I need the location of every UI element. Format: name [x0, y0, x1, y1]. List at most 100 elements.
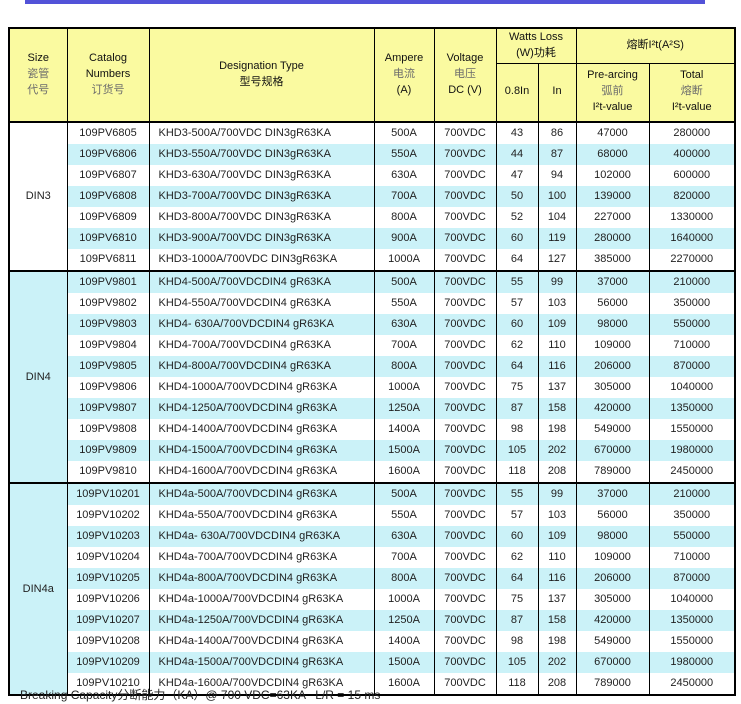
watts-08in-cell: 64 — [495, 248, 539, 271]
designation-cell: KHD4-1000A/700VDCDIN4 gR63KA — [148, 376, 375, 398]
catalog-cell: 109PV9804 — [66, 334, 150, 356]
i2t-title: 熔断I²t(A²S) — [626, 38, 684, 51]
ampere-cell: 550A — [373, 143, 435, 165]
ampere-cell: 1600A — [373, 672, 435, 695]
watts-08in-cell: 105 — [495, 651, 539, 673]
watts-08in-cell: 62 — [495, 334, 539, 356]
catalog-cell: 109PV9805 — [66, 355, 150, 377]
watts-08in-cell: 75 — [495, 376, 539, 398]
table-row: 109PV10207 KHD4a-1250A/700VDCDIN4 gR63KA 1… — [9, 609, 736, 631]
table-row: 109PV10209 KHD4a-1500A/700VDCDIN4 gR63KA 1… — [9, 651, 736, 673]
pre-arcing-cell: 68000 — [575, 143, 650, 165]
watts-in-cell: 103 — [537, 292, 577, 314]
voltage-label-unit: DC (V) — [448, 83, 482, 96]
voltage-cell: 700VDC — [433, 481, 497, 505]
watts-08in-cell: 87 — [495, 609, 539, 631]
table-row: 109PV6806 KHD3-550A/700VDC DIN3gR63KA 550A… — [9, 143, 736, 165]
catalog-cell: 109PV9806 — [66, 376, 150, 398]
table-row: 109PV10208 KHD4a-1400A/700VDCDIN4 gR63KA 1… — [9, 630, 736, 652]
pre-arcing-cell: 670000 — [575, 439, 650, 461]
watts-in-cell: 94 — [537, 164, 577, 186]
pre-arcing-cell: 549000 — [575, 418, 650, 440]
pre-arcing-cell: 227000 — [575, 206, 650, 228]
watts-08in-cell: 60 — [495, 313, 539, 335]
table-row: 109PV9808 KHD4-1400A/700VDCDIN4 gR63KA 140… — [9, 418, 736, 440]
watts-08in-cell: 55 — [495, 481, 539, 505]
ampere-cell: 1400A — [373, 630, 435, 652]
pre-arcing-label-val: I²t-value — [592, 101, 633, 114]
table-row: 109PV9809 KHD4-1500A/700VDCDIN4 gR63KA 150… — [9, 439, 736, 461]
top-divider-bar — [25, 0, 705, 4]
table-row: DIN4 109PV9801 KHD4-500A/700VDCDIN4 gR63KA… — [8, 269, 736, 483]
watts-08in-cell: 87 — [495, 397, 539, 419]
pre-arcing-cell: 139000 — [575, 185, 650, 207]
table-row: 109PV10210 KHD4a-1600A/700VDCDIN4 gR63KA 1… — [9, 672, 736, 695]
watts-08in-cell: 75 — [495, 588, 539, 610]
total-i2t-cell: 280000 — [648, 121, 736, 144]
voltage-cell: 700VDC — [433, 206, 497, 228]
watts-in-cell: 110 — [537, 546, 577, 568]
table-row: 109PV10206 KHD4a-1000A/700VDCDIN4 gR63KA 1… — [9, 588, 736, 610]
ampere-cell: 800A — [373, 567, 435, 589]
pre-arcing-cell: 37000 — [575, 269, 650, 293]
pre-arcing-cell: 420000 — [575, 609, 650, 631]
col-header-size: Size 瓷管 代号 — [8, 27, 68, 123]
catalog-label-zh: 订货号 — [91, 83, 125, 96]
voltage-cell: 700VDC — [433, 376, 497, 398]
ampere-cell: 1000A — [373, 588, 435, 610]
ampere-cell: 630A — [373, 525, 435, 547]
voltage-cell: 700VDC — [433, 269, 497, 293]
catalog-cell: 109PV9808 — [66, 418, 150, 440]
watts-in-cell: 119 — [537, 227, 577, 249]
total-i2t-cell: 210000 — [648, 269, 736, 293]
catalog-cell: 109PV6807 — [66, 164, 150, 186]
voltage-cell: 700VDC — [433, 567, 497, 589]
voltage-label-zh: 电压 — [454, 67, 476, 80]
watts-in-cell: 100 — [537, 185, 577, 207]
voltage-cell: 700VDC — [433, 546, 497, 568]
catalog-cell: 109PV9809 — [66, 439, 150, 461]
watts-in-cell: 208 — [537, 460, 577, 483]
watts-08in-cell: 44 — [495, 143, 539, 165]
table-row: 109PV6810 KHD3-900A/700VDC DIN3gR63KA 900A… — [9, 227, 736, 249]
watts-in-cell: 109 — [537, 313, 577, 335]
watts-in-cell: 158 — [537, 397, 577, 419]
watts-08in-cell: 105 — [495, 439, 539, 461]
total-i2t-cell: 1980000 — [648, 651, 736, 673]
catalog-cell: 109PV10204 — [66, 546, 150, 568]
catalog-cell: 109PV10206 — [66, 588, 150, 610]
watts-in-cell: 103 — [537, 504, 577, 526]
total-i2t-cell: 710000 — [648, 546, 736, 568]
pre-arcing-cell: 47000 — [575, 121, 650, 144]
watts-in-cell: 99 — [537, 269, 577, 293]
ampere-cell: 550A — [373, 504, 435, 526]
catalog-cell: 109PV10210 — [66, 672, 150, 695]
watts-08in-cell: 98 — [495, 418, 539, 440]
total-i2t-cell: 550000 — [648, 525, 736, 547]
voltage-cell: 700VDC — [433, 397, 497, 419]
table-row: 109PV6808 KHD3-700A/700VDC DIN3gR63KA 700A… — [9, 185, 736, 207]
designation-label-en: Designation Type — [219, 60, 304, 72]
designation-cell: KHD4a-1600A/700VDCDIN4 gR63KA — [148, 672, 375, 695]
watts-in-label: In — [552, 85, 562, 98]
designation-cell: KHD4a-800A/700VDCDIN4 gR63KA — [148, 567, 375, 589]
watts-in-cell: 208 — [537, 672, 577, 695]
watts-in-cell: 116 — [537, 567, 577, 589]
designation-cell: KHD4- 630A/700VDCDIN4 gR63KA — [148, 313, 375, 335]
catalog-cell: 109PV9802 — [66, 292, 150, 314]
total-i2t-cell: 1550000 — [648, 630, 736, 652]
table-header: Size 瓷管 代号 Catalog Numbers 订货号 Designati… — [8, 27, 736, 123]
ampere-cell: 1400A — [373, 418, 435, 440]
watts-08in-cell: 64 — [495, 355, 539, 377]
watts-08in-cell: 60 — [495, 227, 539, 249]
catalog-cell: 109PV9801 — [66, 269, 150, 293]
voltage-cell: 700VDC — [433, 227, 497, 249]
designation-cell: KHD4a-500A/700VDCDIN4 gR63KA — [148, 481, 375, 505]
designation-cell: KHD3-630A/700VDC DIN3gR63KA — [148, 164, 375, 186]
watts-in-cell: 127 — [537, 248, 577, 271]
watts-in-cell: 116 — [537, 355, 577, 377]
watts-in-cell: 86 — [537, 121, 577, 144]
designation-label-zh: 型号规格 — [239, 75, 284, 88]
designation-cell: KHD3-1000A/700VDC DIN3gR63KA — [148, 248, 375, 271]
designation-cell: KHD4-1500A/700VDCDIN4 gR63KA — [148, 439, 375, 461]
